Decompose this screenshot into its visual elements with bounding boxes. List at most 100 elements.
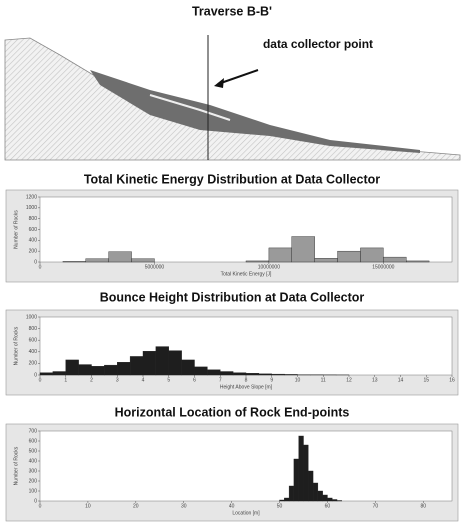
- x-tick-label: 10: [85, 503, 91, 509]
- bar: [91, 366, 105, 376]
- bar: [336, 500, 343, 502]
- annotation: data collector point: [263, 37, 373, 51]
- y-tick-label: 200: [29, 248, 38, 254]
- x-tick-label: 14: [398, 377, 404, 383]
- bar: [314, 258, 338, 263]
- bar: [303, 444, 309, 502]
- x-tick-label: 0: [39, 264, 42, 270]
- x-tick-label: 13: [372, 377, 378, 383]
- x-tick-label: 70: [373, 503, 379, 509]
- y-tick-label: 200: [29, 361, 38, 367]
- chart-title: Total Kinetic Energy Distribution at Dat…: [84, 172, 380, 186]
- x-tick-label: 20: [133, 503, 139, 509]
- x-axis-label: Location [m]: [232, 510, 260, 516]
- y-tick-label: 800: [29, 216, 38, 222]
- bar: [337, 250, 361, 263]
- y-tick-label: 600: [29, 227, 38, 233]
- bar: [232, 372, 247, 376]
- plot-area: [39, 430, 453, 502]
- slope-profile: [4, 35, 461, 161]
- bar: [168, 350, 182, 376]
- plot-area: [39, 196, 453, 263]
- bar: [108, 251, 132, 263]
- bar: [322, 494, 328, 502]
- y-tick-label: 600: [29, 338, 38, 344]
- x-tick-label: 2: [90, 377, 93, 383]
- chart-title: Horizontal Location of Rock End-points: [115, 405, 350, 419]
- y-tick-label: 600: [29, 438, 38, 444]
- bar: [62, 261, 86, 263]
- bar: [65, 359, 79, 376]
- x-tick-label: 5000000: [145, 264, 165, 270]
- x-tick-label: 30: [181, 503, 187, 509]
- y-axis-label: Number of Rocks: [13, 446, 19, 485]
- bar: [52, 371, 66, 376]
- x-tick-label: 3: [116, 377, 119, 383]
- x-tick-label: 10: [295, 377, 301, 383]
- bar: [104, 364, 118, 376]
- bar: [312, 482, 319, 502]
- x-tick-label: 16: [449, 377, 455, 383]
- y-tick-label: 1200: [26, 194, 37, 200]
- x-tick-label: 15000000: [372, 264, 394, 270]
- bar: [327, 497, 333, 502]
- bar: [207, 369, 221, 376]
- bar: [85, 258, 109, 263]
- y-tick-label: 0: [34, 498, 37, 504]
- bar: [284, 374, 298, 376]
- bar: [383, 256, 407, 263]
- bar: [155, 346, 169, 376]
- y-tick-label: 200: [29, 478, 38, 484]
- x-tick-label: 1: [64, 377, 67, 383]
- bar: [288, 485, 295, 502]
- x-tick-label: 4: [142, 377, 145, 383]
- bar: [279, 499, 285, 502]
- y-tick-label: 100: [29, 488, 38, 494]
- chart-title: Bounce Height Distribution at Data Colle…: [100, 290, 365, 304]
- bar: [406, 260, 430, 263]
- x-tick-label: 0: [39, 503, 42, 509]
- bar: [78, 364, 92, 376]
- bar: [131, 258, 155, 263]
- y-tick-label: 0: [34, 259, 37, 265]
- bar: [220, 371, 234, 376]
- x-tick-label: 7: [219, 377, 222, 383]
- bar: [271, 373, 285, 376]
- x-tick-label: 80: [420, 503, 426, 509]
- x-tick-label: 0: [39, 377, 42, 383]
- x-tick-label: 60: [325, 503, 331, 509]
- y-tick-label: 400: [29, 238, 38, 244]
- bar: [258, 373, 272, 376]
- x-tick-label: 10000000: [258, 264, 280, 270]
- y-tick-label: 0: [34, 372, 37, 378]
- bar: [298, 435, 304, 502]
- bar: [245, 260, 270, 263]
- y-tick-label: 400: [29, 458, 38, 464]
- x-tick-label: 15: [423, 377, 429, 383]
- x-tick-label: 40: [229, 503, 235, 509]
- bar: [284, 497, 290, 502]
- y-axis-label: Number of Rocks: [13, 326, 19, 365]
- bar: [142, 351, 157, 376]
- y-tick-label: 400: [29, 349, 38, 355]
- y-tick-label: 500: [29, 448, 38, 454]
- x-axis-label: Total Kinetic Energy [J]: [221, 271, 272, 277]
- bar: [293, 458, 299, 502]
- bar: [245, 373, 260, 376]
- x-tick-label: 8: [245, 377, 248, 383]
- bar: [291, 236, 315, 263]
- x-tick-label: 5: [167, 377, 170, 383]
- x-tick-label: 9: [270, 377, 273, 383]
- y-axis-label: Number of Rocks: [13, 210, 19, 249]
- y-tick-label: 1000: [26, 314, 37, 320]
- bar: [129, 356, 144, 376]
- x-tick-label: 6: [193, 377, 196, 383]
- y-tick-label: 700: [29, 428, 38, 434]
- y-tick-label: 800: [29, 326, 38, 332]
- x-tick-label: 11: [321, 377, 326, 383]
- x-tick-label: 12: [346, 377, 352, 383]
- x-axis-label: Height Above Slope [m]: [220, 384, 273, 390]
- y-tick-label: 300: [29, 468, 38, 474]
- bar: [181, 359, 195, 376]
